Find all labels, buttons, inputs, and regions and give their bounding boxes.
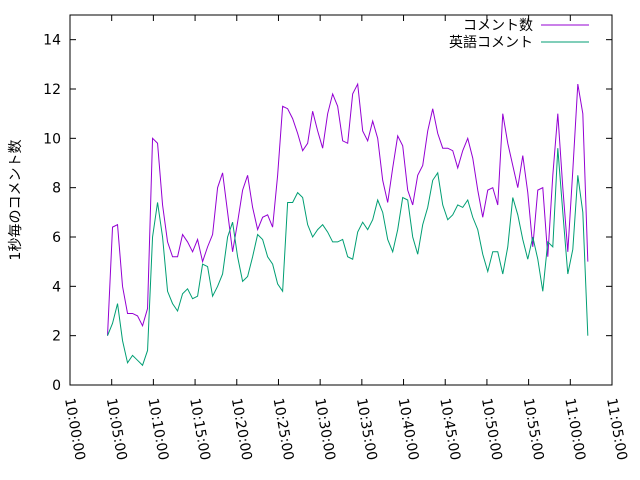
data-line <box>107 82 589 336</box>
legend-label: 英語コメント <box>449 34 533 51</box>
plot-frame <box>69 14 613 386</box>
x-tick-label: 10:20:00 <box>228 397 255 462</box>
y-tick-label: 10 <box>43 131 61 147</box>
x-tick-label: 10:45:00 <box>436 397 463 462</box>
x-tick-label: 10:50:00 <box>478 397 505 462</box>
y-tick-label: 4 <box>52 279 61 295</box>
y-tick-label: 2 <box>52 329 61 345</box>
y-tick-label: 6 <box>52 230 61 246</box>
y-tick-label: 12 <box>43 82 61 98</box>
data-line <box>107 148 589 367</box>
x-tick-label: 10:00:00 <box>61 397 88 462</box>
x-tick-label: 11:00:00 <box>561 397 588 462</box>
legend-label: コメント数 <box>463 18 533 34</box>
y-tick-label: 8 <box>52 181 61 197</box>
x-tick-label: 10:15:00 <box>186 397 213 462</box>
x-tick-label: 10:55:00 <box>520 397 547 462</box>
x-tick-label: 10:10:00 <box>144 397 171 462</box>
x-tick-label: 10:05:00 <box>103 397 130 462</box>
x-tick-label: 10:25:00 <box>270 397 297 462</box>
y-tick-label: 0 <box>52 378 61 394</box>
y-tick-label: 14 <box>43 33 61 49</box>
x-tick-label: 10:30:00 <box>311 397 338 462</box>
x-tick-label: 11:05:00 <box>603 397 630 462</box>
x-tick-label: 10:35:00 <box>353 397 380 462</box>
x-tick-label: 10:40:00 <box>395 397 422 462</box>
y-axis-label: 1秒毎のコメント数 <box>8 140 24 261</box>
